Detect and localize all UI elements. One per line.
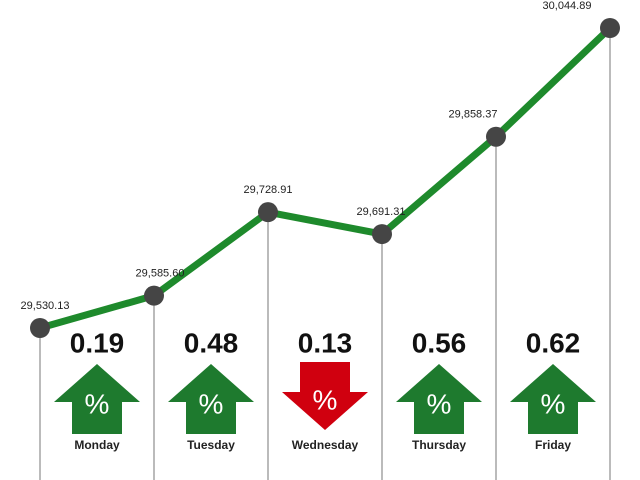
day-label: Tuesday <box>187 438 235 452</box>
percent-symbol: % <box>85 388 110 419</box>
point <box>600 18 620 38</box>
value-label: 29,530.13 <box>21 300 70 312</box>
change-arrow <box>168 364 254 434</box>
change-arrow <box>510 364 596 434</box>
value-label: 29,585.60 <box>136 268 185 280</box>
day-label: Thursday <box>412 438 466 452</box>
day-label: Monday <box>74 438 120 452</box>
day-label: Wednesday <box>292 438 359 452</box>
value-label: 30,044.89 <box>543 0 592 12</box>
change-arrow <box>54 364 140 434</box>
change-value: 0.13 <box>298 327 353 358</box>
change-value: 0.62 <box>526 327 581 358</box>
change-arrow <box>282 362 368 430</box>
change-value: 0.48 <box>184 327 239 358</box>
percent-symbol: % <box>541 388 566 419</box>
value-label: 29,728.91 <box>244 184 293 196</box>
percent-symbol: % <box>199 388 224 419</box>
index-line <box>39 25 613 332</box>
value-label: 29,691.31 <box>357 206 406 218</box>
day-label: Friday <box>535 438 571 452</box>
point <box>258 202 278 223</box>
point <box>372 224 392 245</box>
change-value: 0.56 <box>412 327 467 358</box>
point <box>486 126 506 147</box>
change-arrow <box>396 364 482 434</box>
change-value: 0.19 <box>70 327 125 358</box>
percent-symbol: % <box>313 384 338 415</box>
percent-symbol: % <box>427 388 452 419</box>
value-label: 29,858.37 <box>449 109 498 121</box>
point <box>144 285 164 306</box>
point <box>30 318 50 338</box>
